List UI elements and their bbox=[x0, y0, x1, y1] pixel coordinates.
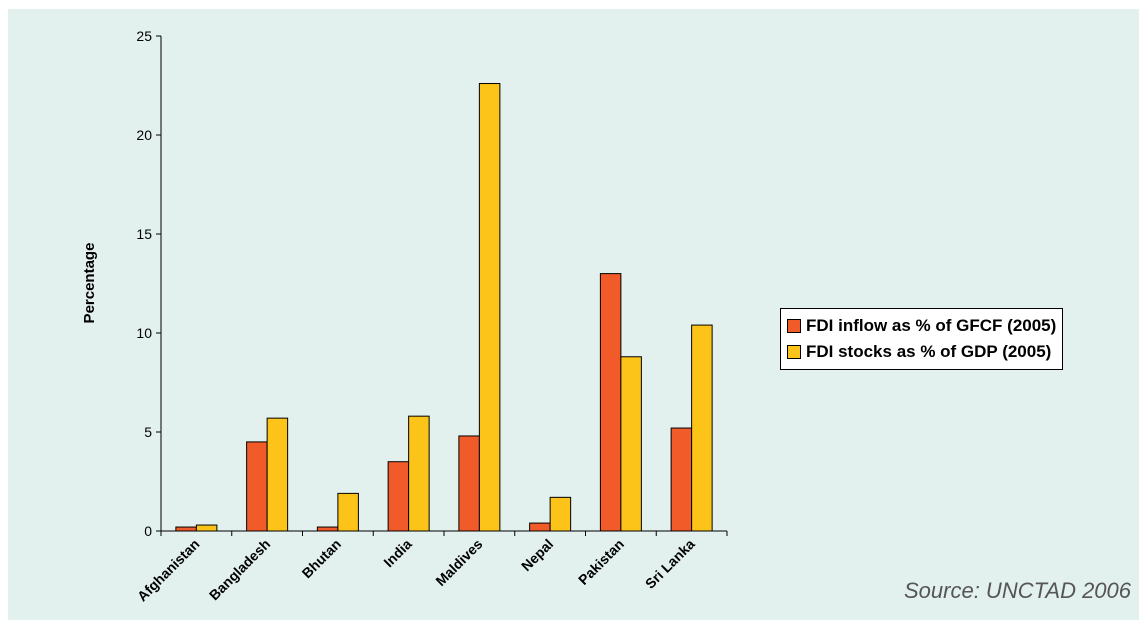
legend-label-series-2: FDI stocks as % of GDP (2005) bbox=[806, 342, 1052, 361]
y-tick-label: 0 bbox=[144, 523, 152, 539]
x-category-label: Maldives bbox=[432, 536, 485, 589]
legend-swatch-series-2 bbox=[787, 345, 801, 359]
legend-swatch-series-1 bbox=[787, 319, 801, 333]
x-category-label: Pakistan bbox=[575, 536, 627, 588]
bar-fdi-stocks-sri-lanka bbox=[691, 324, 713, 532]
x-category-label: India bbox=[380, 536, 415, 571]
x-category-label: Afghanistan bbox=[134, 536, 203, 605]
bar-fdi-inflow-afghanistan bbox=[175, 526, 197, 532]
y-axis-ticks: 0 5 10 15 20 25 bbox=[136, 28, 161, 539]
y-tick-label: 10 bbox=[136, 325, 152, 341]
x-axis-categories: Afghanistan Bangladesh Bhutan India Maldives… bbox=[134, 531, 728, 605]
y-tick-label: 15 bbox=[136, 226, 152, 242]
x-category-label: Bhutan bbox=[299, 536, 344, 581]
source-note: Source: UNCTAD 2006 bbox=[904, 578, 1132, 603]
legend-label-series-1: FDI inflow as % of GFCF (2005) bbox=[806, 316, 1057, 335]
bar-fdi-stocks-pakistan bbox=[620, 356, 642, 532]
bar-fdi-inflow-sri-lanka bbox=[670, 427, 693, 532]
bar-fdi-stocks-bhutan bbox=[337, 492, 359, 532]
bar-fdi-stocks-india bbox=[408, 415, 430, 532]
bar-fdi-inflow-maldives bbox=[458, 435, 480, 532]
chart-legend: FDI inflow as % of GFCF (2005) FDI stock… bbox=[780, 308, 1064, 370]
bar-fdi-inflow-india bbox=[387, 461, 410, 532]
bar-fdi-inflow-bhutan bbox=[316, 526, 339, 532]
x-category-label: Nepal bbox=[518, 536, 556, 574]
y-tick-label: 25 bbox=[136, 28, 152, 44]
bar-fdi-inflow-bangladesh bbox=[246, 441, 268, 532]
y-axis-label: Percentage bbox=[81, 243, 98, 324]
plot-area bbox=[160, 36, 727, 532]
bar-fdi-stocks-bangladesh bbox=[266, 417, 289, 532]
legend-item-series-1: FDI inflow as % of GFCF (2005) bbox=[787, 313, 1056, 339]
bar-fdi-stocks-maldives bbox=[478, 83, 501, 532]
bar-fdi-inflow-pakistan bbox=[599, 273, 622, 532]
x-category-label: Sri Lanka bbox=[642, 536, 698, 592]
y-tick-label: 5 bbox=[144, 424, 152, 440]
x-category-label: Bangladesh bbox=[206, 536, 273, 603]
bar-fdi-inflow-nepal bbox=[529, 522, 551, 532]
y-tick-label: 20 bbox=[136, 127, 152, 143]
bar-fdi-stocks-nepal bbox=[549, 496, 572, 532]
bar-fdi-stocks-afghanistan bbox=[195, 524, 218, 532]
legend-item-series-2: FDI stocks as % of GDP (2005) bbox=[787, 339, 1056, 365]
